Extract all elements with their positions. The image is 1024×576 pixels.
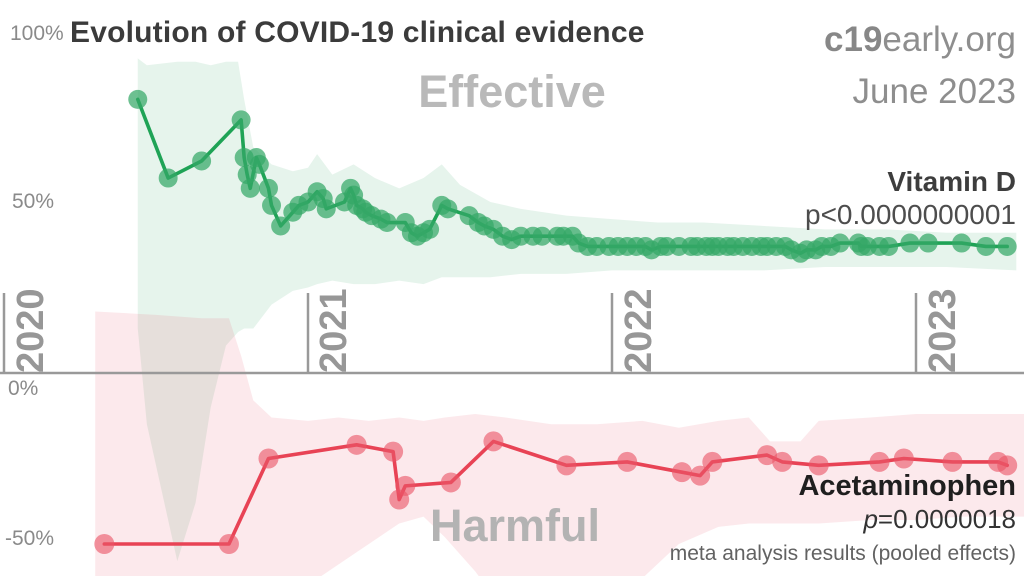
acetaminophen-point bbox=[757, 445, 778, 466]
x-tick-2021: 2021 bbox=[313, 288, 355, 373]
vitamin-d-point bbox=[952, 233, 972, 253]
acetaminophen-point bbox=[997, 455, 1018, 476]
footnote: meta analysis results (pooled effects) bbox=[669, 542, 1016, 565]
report-date: June 2023 bbox=[852, 72, 1016, 111]
vitamin-d-pvalue: p<0.0000000001 bbox=[805, 199, 1016, 230]
acetaminophen-point bbox=[869, 451, 890, 472]
site-logo-rest: early.org bbox=[882, 20, 1016, 59]
acetaminophen-line bbox=[102, 439, 1010, 546]
vitamin-d-point bbox=[976, 236, 996, 256]
x-tick-2020: 2020 bbox=[10, 288, 52, 373]
y-tick-0: 0% bbox=[8, 377, 39, 400]
vitamin-d-point bbox=[316, 199, 336, 219]
acetaminophen-p-rest: =0.0000018 bbox=[877, 504, 1016, 534]
acetaminophen-point bbox=[258, 448, 279, 469]
vitamin-d-point bbox=[879, 236, 899, 256]
vitamin-d-point bbox=[377, 213, 397, 233]
acetaminophen-pvalue: p=0.0000018 bbox=[863, 504, 1016, 535]
acetaminophen-point bbox=[772, 451, 793, 472]
acetaminophen-point bbox=[218, 534, 239, 554]
y-tick-100: 100% bbox=[10, 22, 64, 45]
acetaminophen-point bbox=[893, 448, 914, 469]
acetaminophen-point bbox=[702, 451, 723, 472]
site-logo-bold: c19 bbox=[824, 20, 883, 59]
vitamin-d-point bbox=[830, 233, 850, 253]
acetaminophen-point bbox=[483, 431, 504, 452]
acetaminophen-point bbox=[395, 475, 416, 496]
vitamin-d-point bbox=[997, 236, 1017, 256]
vitamin-d-point bbox=[271, 216, 291, 236]
acetaminophen-label: Acetaminophen bbox=[798, 470, 1016, 502]
acetaminophen-point bbox=[690, 465, 711, 486]
x-tick-2022: 2022 bbox=[618, 288, 660, 373]
vitamin-d-point bbox=[258, 178, 278, 198]
page-title: Evolution of COVID-19 clinical evidence bbox=[70, 16, 645, 49]
acetaminophen-band bbox=[95, 311, 1024, 576]
vitamin-d-point bbox=[420, 219, 440, 239]
effective-watermark: Effective bbox=[418, 66, 606, 117]
acetaminophen-point bbox=[94, 534, 115, 554]
harmful-watermark: Harmful bbox=[429, 500, 601, 551]
acetaminophen-p-italic: p bbox=[863, 504, 878, 534]
y-tick-minus-50: -50% bbox=[5, 527, 55, 550]
acetaminophen-point bbox=[383, 441, 404, 462]
site-logo: c19early.org bbox=[824, 20, 1016, 60]
vitamin-d-point bbox=[158, 168, 178, 188]
vitamin-d-point bbox=[438, 199, 458, 219]
vitamin-d-label: Vitamin D bbox=[887, 166, 1016, 197]
vitamin-d-point bbox=[240, 178, 260, 198]
acetaminophen-point bbox=[942, 451, 963, 472]
vitamin-d-point bbox=[231, 110, 251, 130]
acetaminophen-point bbox=[346, 434, 367, 455]
x-tick-2023: 2023 bbox=[922, 288, 964, 373]
acetaminophen-point bbox=[556, 455, 577, 476]
vitamin-d-point bbox=[918, 233, 938, 253]
acetaminophen-point bbox=[440, 472, 461, 493]
vitamin-d-point bbox=[192, 151, 212, 171]
vitamin-d-point bbox=[249, 154, 269, 174]
vitamin-d-point bbox=[532, 226, 552, 246]
acetaminophen-point bbox=[808, 455, 829, 476]
y-tick-50: 50% bbox=[12, 190, 55, 213]
vitamin-d-point bbox=[262, 195, 282, 215]
vitamin-d-point bbox=[900, 233, 920, 253]
acetaminophen-point bbox=[617, 451, 638, 472]
acetaminophen-point bbox=[671, 462, 692, 483]
vitamin-d-point bbox=[128, 89, 148, 109]
